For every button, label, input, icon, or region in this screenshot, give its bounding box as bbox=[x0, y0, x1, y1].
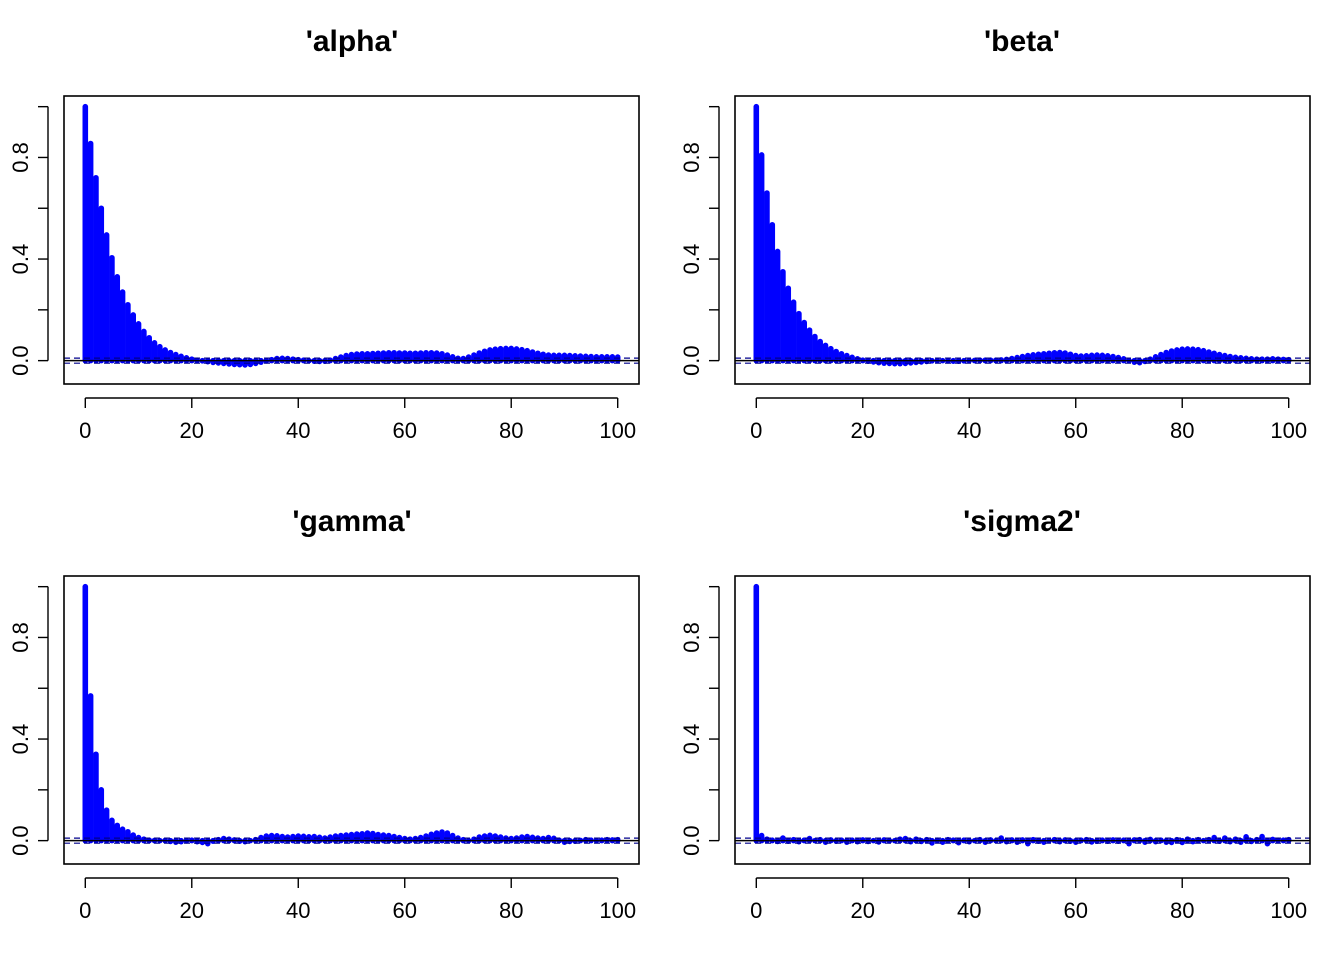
x-tick-label: 60 bbox=[392, 418, 416, 443]
y-tick-label: 0.8 bbox=[8, 142, 33, 173]
x-tick-label: 20 bbox=[851, 898, 875, 923]
x-tick-label: 60 bbox=[1063, 898, 1087, 923]
x-tick-label: 20 bbox=[180, 418, 204, 443]
x-tick-label: 0 bbox=[79, 418, 91, 443]
y-tick-label: 0.4 bbox=[8, 244, 33, 275]
plot-box bbox=[734, 95, 1311, 385]
y-tick-label: 0.8 bbox=[679, 142, 704, 173]
acf-panel-beta: 'beta' 0 20 40 60 80 100 0.0 0.4 0.8 bbox=[679, 25, 1311, 443]
x-tick-label: 100 bbox=[1270, 898, 1307, 923]
panel-title: 'alpha' bbox=[306, 25, 399, 58]
panel-title: 'sigma2' bbox=[963, 505, 1081, 538]
x-tick-label: 20 bbox=[180, 898, 204, 923]
x-tick-label: 80 bbox=[499, 898, 523, 923]
x-tick-label: 100 bbox=[599, 418, 636, 443]
x-tick-label: 80 bbox=[1170, 898, 1194, 923]
y-tick-label: 0.8 bbox=[8, 622, 33, 653]
x-tick-label: 60 bbox=[392, 898, 416, 923]
x-tick-label: 100 bbox=[599, 898, 636, 923]
y-tick-label: 0.8 bbox=[679, 622, 704, 653]
x-tick-label: 80 bbox=[1170, 418, 1194, 443]
x-tick-label: 0 bbox=[750, 898, 762, 923]
acf-panel-sigma2: 'sigma2' 0 20 40 60 80 100 0.0 0.4 0.8 bbox=[679, 505, 1311, 923]
acf-panel-alpha: 'alpha' 0 20 40 60 80 100 0.0 0.4 0.8 bbox=[8, 25, 640, 443]
x-tick-label: 40 bbox=[286, 418, 310, 443]
panel-title: 'beta' bbox=[984, 25, 1060, 58]
x-tick-label: 60 bbox=[1063, 418, 1087, 443]
x-tick-label: 40 bbox=[957, 898, 981, 923]
acf-panel-gamma: 'gamma' 0 20 40 60 80 100 0.0 0.4 0.8 bbox=[8, 505, 640, 923]
y-tick-label: 0.4 bbox=[8, 724, 33, 755]
x-tick-label: 100 bbox=[1270, 418, 1307, 443]
y-tick-label: 0.4 bbox=[679, 244, 704, 275]
plot-box bbox=[734, 575, 1311, 865]
y-tick-label: 0.0 bbox=[8, 825, 33, 856]
x-tick-label: 0 bbox=[79, 898, 91, 923]
plot-box bbox=[63, 95, 640, 385]
y-tick-label: 0.4 bbox=[679, 724, 704, 755]
x-tick-label: 80 bbox=[499, 418, 523, 443]
x-tick-label: 20 bbox=[851, 418, 875, 443]
y-tick-label: 0.0 bbox=[8, 345, 33, 376]
x-tick-label: 40 bbox=[286, 898, 310, 923]
x-tick-label: 0 bbox=[750, 418, 762, 443]
y-tick-label: 0.0 bbox=[679, 345, 704, 376]
x-tick-label: 40 bbox=[957, 418, 981, 443]
plot-box bbox=[63, 575, 640, 865]
panel-title: 'gamma' bbox=[292, 505, 411, 538]
y-tick-label: 0.0 bbox=[679, 825, 704, 856]
